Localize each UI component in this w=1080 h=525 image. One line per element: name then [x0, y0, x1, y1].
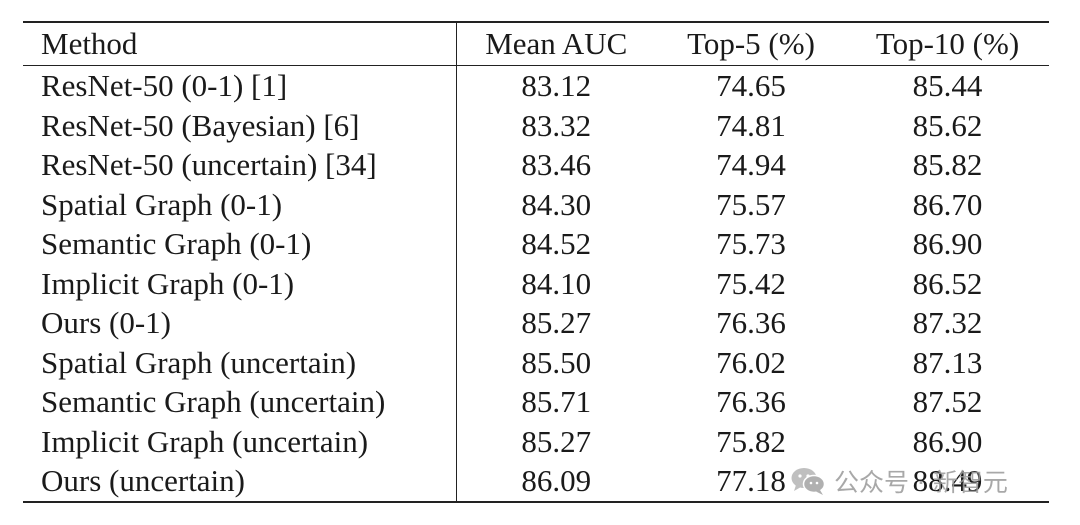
top10-cell: 87.52 [912, 384, 983, 419]
mean-auc-cell: 84.52 [521, 226, 592, 261]
method-cell: ResNet-50 (Bayesian) [6] [23, 105, 457, 145]
results-table: Method Mean AUC Top-5 (%) Top-10 (%) Res… [23, 21, 1049, 503]
table-row: Implicit Graph (0-1) 84.10 75.42 86.52 [23, 263, 1049, 303]
top5-cell: 74.81 [716, 107, 786, 143]
mean-auc-cell: 83.12 [521, 68, 592, 103]
mean-auc-cell: 83.32 [521, 107, 592, 143]
mean-auc-cell: 86.09 [521, 463, 592, 498]
header-top10: Top-10 (%) [875, 26, 1020, 62]
top5-cell: 75.82 [716, 423, 786, 459]
method-cell: Spatial Graph (uncertain) [23, 342, 457, 382]
table-body: ResNet-50 (0-1) [1] 83.12 74.65 85.44 ResNet… [23, 65, 1049, 502]
top10-cell: 85.62 [912, 107, 983, 143]
header-top5: Top-5 (%) [687, 26, 815, 62]
table-row: Ours (0-1) 85.27 76.36 87.32 [23, 303, 1049, 343]
mean-auc-cell: 84.10 [521, 265, 592, 301]
top5-cell: 74.94 [716, 147, 786, 182]
method-cell: Semantic Graph (uncertain) [23, 382, 457, 422]
top5-cell: 76.36 [716, 305, 786, 340]
top5-cell: 75.42 [716, 265, 786, 301]
mean-auc-cell: 83.46 [521, 147, 592, 182]
top10-cell: 86.90 [912, 423, 983, 459]
results-table-container: Method Mean AUC Top-5 (%) Top-10 (%) Res… [23, 21, 1049, 503]
top10-cell: 85.44 [912, 68, 983, 103]
top5-cell: 77.18 [716, 463, 786, 498]
method-cell: ResNet-50 (uncertain) [34] [23, 145, 457, 185]
top5-cell: 75.73 [716, 226, 786, 261]
table-row: ResNet-50 (Bayesian) [6] 83.32 74.81 85.62 [23, 105, 1049, 145]
table-header: Method Mean AUC Top-5 (%) Top-10 (%) [23, 22, 1049, 66]
header-method: Method [23, 22, 457, 66]
method-cell: Ours (uncertain) [23, 461, 457, 502]
mean-auc-cell: 85.71 [521, 384, 592, 419]
top5-cell: 76.02 [716, 344, 786, 380]
method-cell: Semantic Graph (0-1) [23, 224, 457, 264]
top5-cell: 76.36 [716, 384, 786, 419]
table-row: ResNet-50 (0-1) [1] 83.12 74.65 85.44 [23, 65, 1049, 106]
table-row: Spatial Graph (uncertain) 85.50 76.02 87.13 [23, 342, 1049, 382]
top10-cell: 87.13 [912, 344, 983, 380]
mean-auc-cell: 85.50 [521, 344, 592, 380]
method-cell: Ours (0-1) [23, 303, 457, 343]
top5-cell: 75.57 [716, 186, 786, 222]
table-row: Implicit Graph (uncertain) 85.27 75.82 86.9… [23, 421, 1049, 461]
method-cell: Spatial Graph (0-1) [23, 184, 457, 224]
top10-cell: 86.70 [912, 186, 983, 222]
table-row: Semantic Graph (uncertain) 85.71 76.36 87.5… [23, 382, 1049, 422]
mean-auc-cell: 84.30 [521, 186, 592, 222]
top10-cell: 86.90 [912, 226, 983, 261]
table-row: ResNet-50 (uncertain) [34] 83.46 74.94 85.8… [23, 145, 1049, 185]
top10-cell: 86.52 [912, 265, 983, 301]
method-cell: ResNet-50 (0-1) [1] [23, 65, 457, 106]
top10-cell: 85.82 [912, 147, 983, 182]
method-cell: Implicit Graph (0-1) [23, 263, 457, 303]
table-row: Ours (uncertain) 86.09 77.18 88.49 [23, 461, 1049, 502]
top5-cell: 74.65 [716, 68, 786, 103]
method-cell: Implicit Graph (uncertain) [23, 421, 457, 461]
top10-cell: 87.32 [912, 305, 983, 340]
table-row: Semantic Graph (0-1) 84.52 75.73 86.90 [23, 224, 1049, 264]
mean-auc-cell: 85.27 [521, 423, 592, 459]
mean-auc-cell: 85.27 [521, 305, 592, 340]
top10-cell: 88.49 [912, 463, 983, 498]
table-row: Spatial Graph (0-1) 84.30 75.57 86.70 [23, 184, 1049, 224]
header-mean-auc: Mean AUC [485, 26, 628, 62]
header-row: Method Mean AUC Top-5 (%) Top-10 (%) [23, 22, 1049, 66]
